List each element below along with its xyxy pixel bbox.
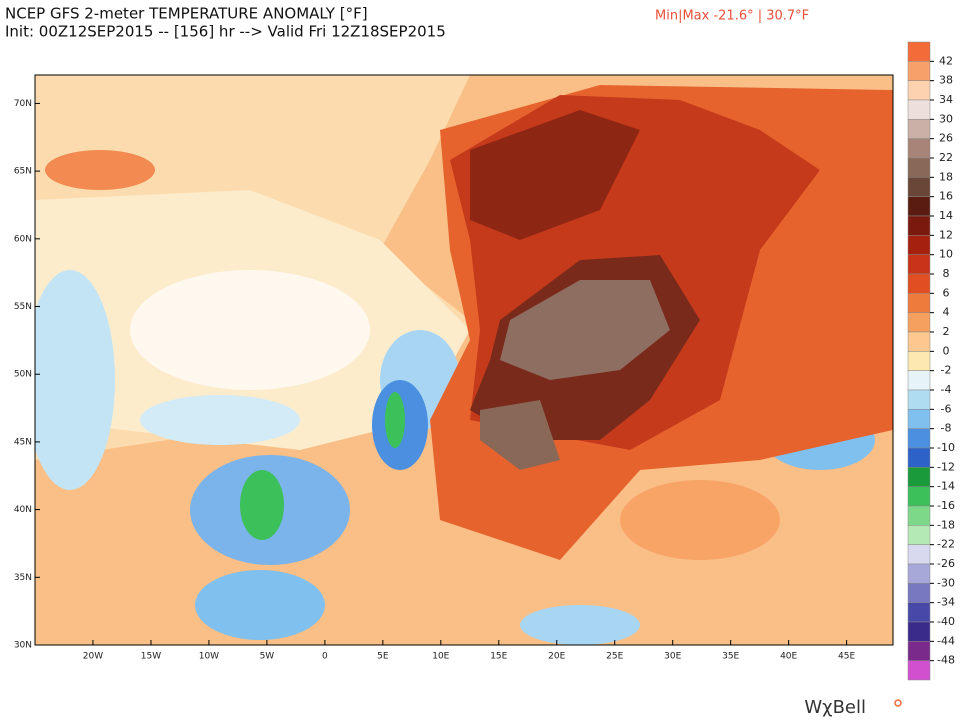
lon-tick-label: 45E [838,652,855,662]
colorbar-label: -22 [937,538,955,551]
colorbar-swatch [907,370,931,391]
lon-tick-label: 5E [377,652,389,662]
colorbar-swatch [907,254,931,275]
colorbar-label: 2 [943,325,950,338]
lat-tick-label: 30N [14,641,32,651]
lon-tick-label: 35E [722,652,739,662]
title: NCEP GFS 2-meter TEMPERATURE ANOMALY [°F… [5,5,368,23]
lon-tick-label: 40E [780,652,797,662]
colorbar-label: -12 [937,460,955,473]
colorbar-swatch [907,196,931,217]
colorbar-swatch [907,467,931,487]
lat-tick-label: 40N [14,505,32,515]
colorbar-label: -26 [937,557,955,570]
colorbar-swatch [907,293,931,313]
lon-tick-label: 10E [432,652,449,662]
colorbar-label: -30 [937,576,955,589]
colorbar-swatch [907,99,931,120]
colorbar-label: -34 [937,596,955,609]
colorbar-swatch [907,235,931,255]
lon-tick-label: 20E [548,652,565,662]
map-frame [34,74,894,646]
colorbar-swatch [907,41,931,62]
colorbar-label: -48 [937,654,955,667]
colorbar-swatch [907,331,931,352]
colorbar-label: 34 [939,93,953,106]
lat-tick-label: 70N [14,99,32,109]
colorbar-label: -10 [937,441,955,454]
colorbar-swatch [907,583,931,603]
colorbar-swatch [907,428,931,449]
lon-tick-label: 15W [141,652,161,662]
colorbar-label: 38 [939,74,953,87]
colorbar-label: 30 [939,112,953,125]
colorbar-label: -4 [941,383,952,396]
colorbar-label: -14 [937,480,955,493]
colorbar-label: 4 [943,306,950,319]
lat-tick-label: 35N [14,573,32,583]
colorbar-swatch [907,138,931,159]
colorbar-swatch [907,157,931,178]
colorbar-label: 8 [943,267,950,280]
colorbar-label: 18 [939,170,953,183]
colorbar-label: -18 [937,518,955,531]
colorbar-label: 22 [939,151,953,164]
colorbar-swatch [907,177,931,197]
colorbar-swatch [907,215,931,236]
colorbar-label: 42 [939,54,953,67]
lon-tick-label: 10W [199,652,219,662]
colorbar-label: 14 [939,209,953,222]
colorbar-swatch [907,447,931,468]
colorbar-label: -44 [937,634,955,647]
colorbar-swatch [907,80,931,101]
colorbar-label: 6 [943,286,950,299]
lon-tick-label: 15E [490,652,507,662]
colorbar-swatch [907,351,931,371]
colorbar-label: 0 [943,344,950,357]
colorbar-swatch [907,486,931,507]
subtitle: Init: 00Z12SEP2015 -- [156] hr --> Valid… [5,23,446,41]
lat-tick-label: 65N [14,167,32,177]
lon-tick-label: 20W [83,652,103,662]
colorbar-swatch [907,525,931,545]
colorbar-swatch [907,409,931,429]
colorbar-label: 12 [939,228,953,241]
colorbar-label: 26 [939,132,953,145]
lon-tick-label: 25E [606,652,623,662]
lat-tick-label: 45N [14,437,32,447]
colorbar-label: -16 [937,499,955,512]
lon-tick-label: 30E [664,652,681,662]
colorbar-label: -40 [937,615,955,628]
colorbar-swatch [907,505,931,526]
lat-tick-label: 60N [14,234,32,244]
colorbar-swatch [907,119,931,139]
lon-tick-label: 5W [260,652,275,662]
colorbar-label: 16 [939,190,953,203]
colorbar-swatch [907,389,931,410]
lon-tick-label: 0 [322,652,328,662]
colorbar-swatch [907,641,931,661]
lat-tick-label: 55N [14,302,32,312]
colorbar-swatch [907,602,931,623]
map-field [35,75,893,645]
colorbar-swatch [907,621,931,642]
minmax: Min|Max -21.6° | 30.7°F [655,9,809,24]
logo-dot [894,699,902,707]
colorbar-swatch [907,312,931,333]
logo: WχBell [804,697,866,718]
colorbar-swatch [907,563,931,584]
colorbar-swatch [907,273,931,294]
colorbar-swatch [907,61,931,81]
colorbar-label: -8 [941,422,952,435]
colorbar-label: -6 [941,402,952,415]
colorbar-label: -2 [941,364,952,377]
colorbar-swatch [907,660,931,681]
lat-tick-label: 50N [14,370,32,380]
colorbar-swatch [907,544,931,565]
colorbar-label: 10 [939,248,953,261]
